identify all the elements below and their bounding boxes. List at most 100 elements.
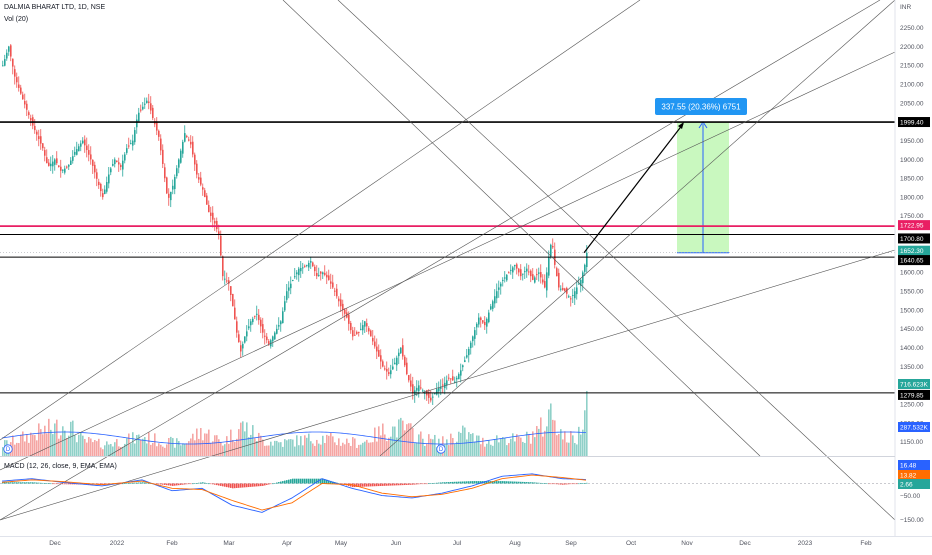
candle-body — [460, 370, 462, 376]
macd-histogram-bar — [190, 483, 192, 485]
candle-body — [158, 130, 160, 137]
macd-histogram-bar — [194, 483, 196, 484]
volume-bar — [554, 420, 556, 456]
time-tick-label: Dec — [49, 540, 61, 547]
volume-bar — [570, 431, 572, 456]
candle-body — [246, 331, 248, 337]
volume-bar — [232, 439, 234, 456]
volume-bar — [310, 441, 312, 456]
candle-body — [308, 262, 310, 268]
candle-body — [76, 149, 78, 155]
candle-body — [60, 166, 62, 171]
candle-body — [266, 336, 268, 341]
macd-histogram-bar — [400, 483, 402, 486]
tag-1999-bg — [898, 117, 930, 128]
volume-bar — [466, 439, 468, 456]
macd-histogram-bar — [364, 483, 366, 487]
macd-histogram-bar — [374, 483, 376, 487]
volume-indicator-label[interactable]: Vol (20) — [4, 16, 29, 23]
candle-body — [422, 390, 424, 392]
macd-histogram-bar — [586, 482, 588, 484]
candle-body — [314, 266, 316, 272]
macd-histogram-bar — [356, 483, 358, 487]
macd-histogram-bar — [382, 483, 384, 486]
macd-histogram-bar — [494, 481, 496, 484]
macd-histogram-bar — [310, 478, 312, 484]
macd-histogram-bar — [584, 483, 586, 484]
macd-indicator-label[interactable]: MACD (12, 26, close, 9, EMA, EMA) — [4, 463, 117, 470]
symbol-title[interactable]: DALMIA BHARAT LTD, 1D, NSE — [4, 4, 106, 11]
candle-body — [210, 212, 212, 216]
volume-bar — [320, 444, 322, 456]
macd-histogram-bar — [86, 483, 88, 485]
volume-bar — [16, 442, 18, 456]
volume-bar — [342, 442, 344, 456]
candle-body — [128, 145, 130, 147]
volume-bar — [60, 435, 62, 456]
candle-body — [342, 303, 344, 311]
macd-histogram-bar — [456, 481, 458, 484]
volume-bar — [208, 429, 210, 456]
currency-label: INR — [900, 4, 912, 11]
macd-histogram-bar — [520, 481, 522, 484]
volume-bar — [468, 432, 470, 456]
candle-body — [376, 346, 378, 352]
macd-histogram-bar — [370, 483, 372, 487]
macd-histogram-bar — [62, 483, 64, 485]
candle-body — [568, 296, 570, 298]
candle-body — [46, 157, 48, 164]
candle-body — [318, 274, 320, 276]
macd-histogram-bar — [486, 481, 488, 484]
price-tick-label: 1250.00 — [900, 401, 924, 408]
macd-histogram-bar — [68, 483, 70, 485]
volume-bar — [180, 445, 182, 456]
candle-body — [72, 156, 74, 161]
macd-histogram-bar — [166, 483, 168, 486]
volume-bar — [470, 433, 472, 456]
candle-body — [390, 370, 392, 375]
candle-body — [104, 189, 106, 194]
volume-bar — [298, 445, 300, 456]
drawing-lines: 337.55 (20.36%) 6751 D D — [0, 0, 896, 521]
macd-histogram-bar — [172, 483, 174, 486]
candle-body — [432, 396, 434, 398]
candle-body — [572, 294, 574, 296]
volume-bar — [420, 431, 422, 456]
macd-tick-label: −50.00 — [900, 493, 920, 500]
macd-histogram-bar — [140, 482, 142, 484]
volume-bar — [280, 442, 282, 456]
candle-body — [274, 332, 276, 340]
candle-body — [556, 268, 558, 277]
volume-bar — [550, 403, 552, 456]
volume-bar — [188, 441, 190, 456]
volume-bar — [476, 435, 478, 456]
volume-bar — [20, 434, 22, 456]
macd-histogram-bar — [144, 482, 146, 484]
candle-body — [92, 159, 94, 166]
candle-body — [18, 84, 20, 88]
candle-body — [450, 378, 452, 380]
macd-histogram-bar — [58, 483, 60, 485]
candle-body — [320, 271, 322, 274]
candle-body — [24, 100, 26, 105]
candle-body — [496, 291, 498, 299]
macd-histogram-bar — [502, 481, 504, 484]
candle-body — [58, 165, 60, 167]
tag-1722-bg — [898, 220, 930, 231]
volume-bar — [346, 438, 348, 456]
candle-body — [578, 283, 580, 285]
tag-1279-bg — [898, 389, 930, 400]
candle-body — [400, 347, 402, 354]
candle-body — [544, 281, 546, 288]
volume-bar — [192, 433, 194, 456]
macd-histogram-bar — [412, 483, 414, 485]
volume-bar — [116, 439, 118, 456]
volume-bar — [448, 445, 450, 456]
volume-bar — [220, 442, 222, 456]
candle-body — [436, 389, 438, 395]
volume-bar — [22, 431, 24, 456]
macd-histogram-bar — [278, 482, 280, 484]
volume-bar — [498, 442, 500, 456]
